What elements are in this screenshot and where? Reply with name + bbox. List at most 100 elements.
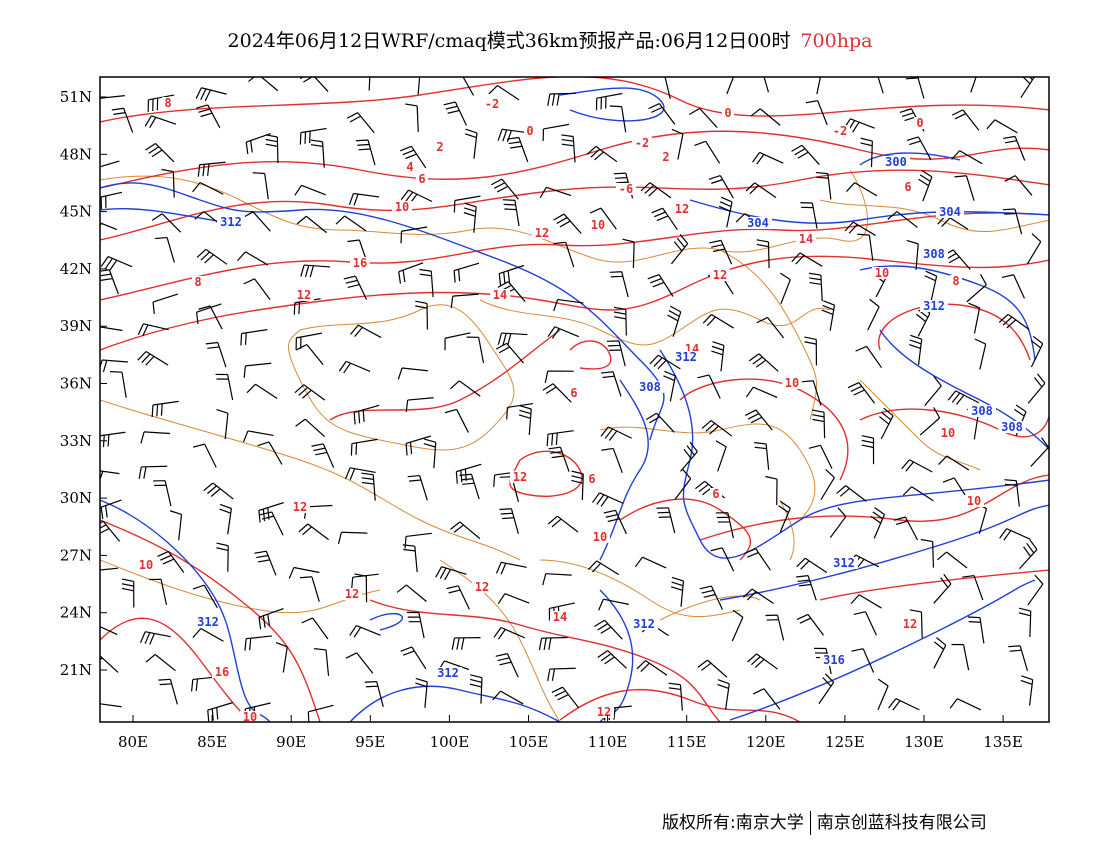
wind-barb: [877, 77, 884, 94]
wind-barb: [697, 659, 728, 678]
wind-barb: [538, 636, 568, 651]
wind-barb: [449, 380, 481, 397]
height-isoline: [859, 152, 961, 166]
temperature-contour-label-bg: [710, 269, 730, 281]
temperature-contour-label-bg: [632, 137, 652, 149]
wind-barb: [954, 175, 975, 201]
temperature-contour-label-bg: [294, 289, 314, 301]
wind-barb: [100, 191, 123, 209]
wind-barb: [857, 233, 874, 261]
temperature-contour-label-bg: [490, 289, 510, 301]
temperature-contour-label-bg: [586, 473, 598, 485]
wind-barb: [459, 473, 480, 500]
wind-barb: [791, 252, 823, 267]
temperature-contour-label-bg: [594, 706, 614, 718]
wind-barb: [444, 408, 470, 433]
lon-tick-label: 135E: [983, 733, 1023, 751]
temperature-isoline: [619, 498, 752, 561]
temperature-contour-label: 12: [345, 587, 359, 601]
wind-barb: [450, 293, 479, 309]
lat-tick-label: 27N: [60, 546, 92, 564]
wind-barb: [951, 643, 970, 671]
wind-barb: [634, 556, 667, 569]
wind-barb: [606, 340, 626, 367]
temperature-contour-label: 10: [591, 218, 605, 232]
wind-barb: [350, 324, 382, 339]
temperature-contour-label-bg: [830, 125, 850, 137]
temperature-contour-label-bg: [900, 618, 920, 630]
height-contour-label-bg: [998, 421, 1026, 433]
temperature-isoline: [100, 519, 321, 722]
wind-barb: [778, 500, 791, 533]
wind-barb: [299, 576, 320, 602]
wind-barb: [936, 551, 968, 569]
wind-barb: [198, 305, 223, 330]
height-isoline: [599, 379, 649, 561]
country-borders: [100, 169, 1049, 722]
wind-barb: [453, 262, 480, 283]
wind-barb: [350, 438, 378, 456]
wind-barb: [542, 573, 572, 586]
wind-barb: [651, 207, 678, 231]
wind-barb: [870, 507, 885, 539]
temperature-contour-label: 10: [139, 558, 153, 572]
wind-barb: [497, 128, 528, 143]
wind-barb: [349, 625, 381, 638]
lon-tick-label: 130E: [904, 733, 944, 751]
wind-barb: [640, 182, 672, 199]
wind-barb: [680, 441, 698, 472]
temperature-contour-label: 12: [535, 226, 549, 240]
wind-barb: [100, 520, 121, 542]
temperature-contour-label: 10: [875, 266, 889, 280]
wind-barb: [295, 418, 325, 438]
temperature-contour-label: 12: [475, 580, 489, 594]
wind-barb: [252, 172, 269, 200]
wind-barb: [547, 326, 580, 339]
temperature-contour-label: 12: [903, 617, 917, 631]
wind-barb: [196, 104, 221, 129]
lat-tick-label: 45N: [60, 203, 92, 221]
lon-tick-label: 95E: [355, 733, 385, 751]
wind-barb: [951, 109, 980, 131]
wind-barb: [844, 221, 876, 236]
wind-barb: [800, 202, 818, 229]
wind-barb: [1027, 574, 1044, 606]
height-contour-label-bg: [744, 217, 772, 229]
wind-barb: [443, 101, 467, 126]
temperature-contour-label-bg: [472, 581, 492, 593]
height-isoline: [689, 199, 1049, 224]
wind-barb: [169, 510, 183, 541]
temperature-contour-label: 12: [675, 202, 689, 216]
wind-barb: [345, 467, 376, 480]
wind-barb: [138, 465, 168, 479]
wind-barb: [1004, 175, 1033, 196]
footer-divider: [809, 811, 811, 835]
wind-barb: [240, 329, 268, 346]
wind-barb: [589, 207, 617, 230]
wind-barb: [423, 438, 437, 469]
wind-barb: [400, 145, 427, 169]
wind-barb: [877, 678, 889, 711]
pressure-level: 700hpa: [800, 30, 873, 52]
copyright-company: 南京创蓝科技有限公司: [816, 813, 987, 833]
wind-barb: [667, 305, 682, 337]
wind-barb: [547, 667, 576, 682]
wind-barb: [613, 306, 627, 336]
height-contour-label: 312: [923, 299, 945, 313]
temperature-contour-label-bg: [964, 495, 984, 507]
wind-barb: [1002, 208, 1023, 235]
wind-barb: [435, 566, 467, 581]
wind-barb: [544, 370, 574, 384]
wind-barb: [196, 303, 222, 325]
temperature-contour-label-bg: [710, 488, 722, 500]
wind-barb: [207, 702, 233, 722]
wind-barb: [920, 538, 935, 568]
wind-barb: [299, 77, 329, 92]
wind-barb: [1004, 479, 1020, 507]
wind-barb: [601, 371, 622, 397]
border-line: [100, 559, 381, 614]
wind-barb: [861, 435, 875, 465]
wind-barb: [636, 660, 668, 676]
map-title: 2024年06月12日WRF/cmaq模式36km预报产品:06月12日00时 7…: [0, 26, 1100, 53]
height-contour-label: 308: [639, 380, 661, 394]
